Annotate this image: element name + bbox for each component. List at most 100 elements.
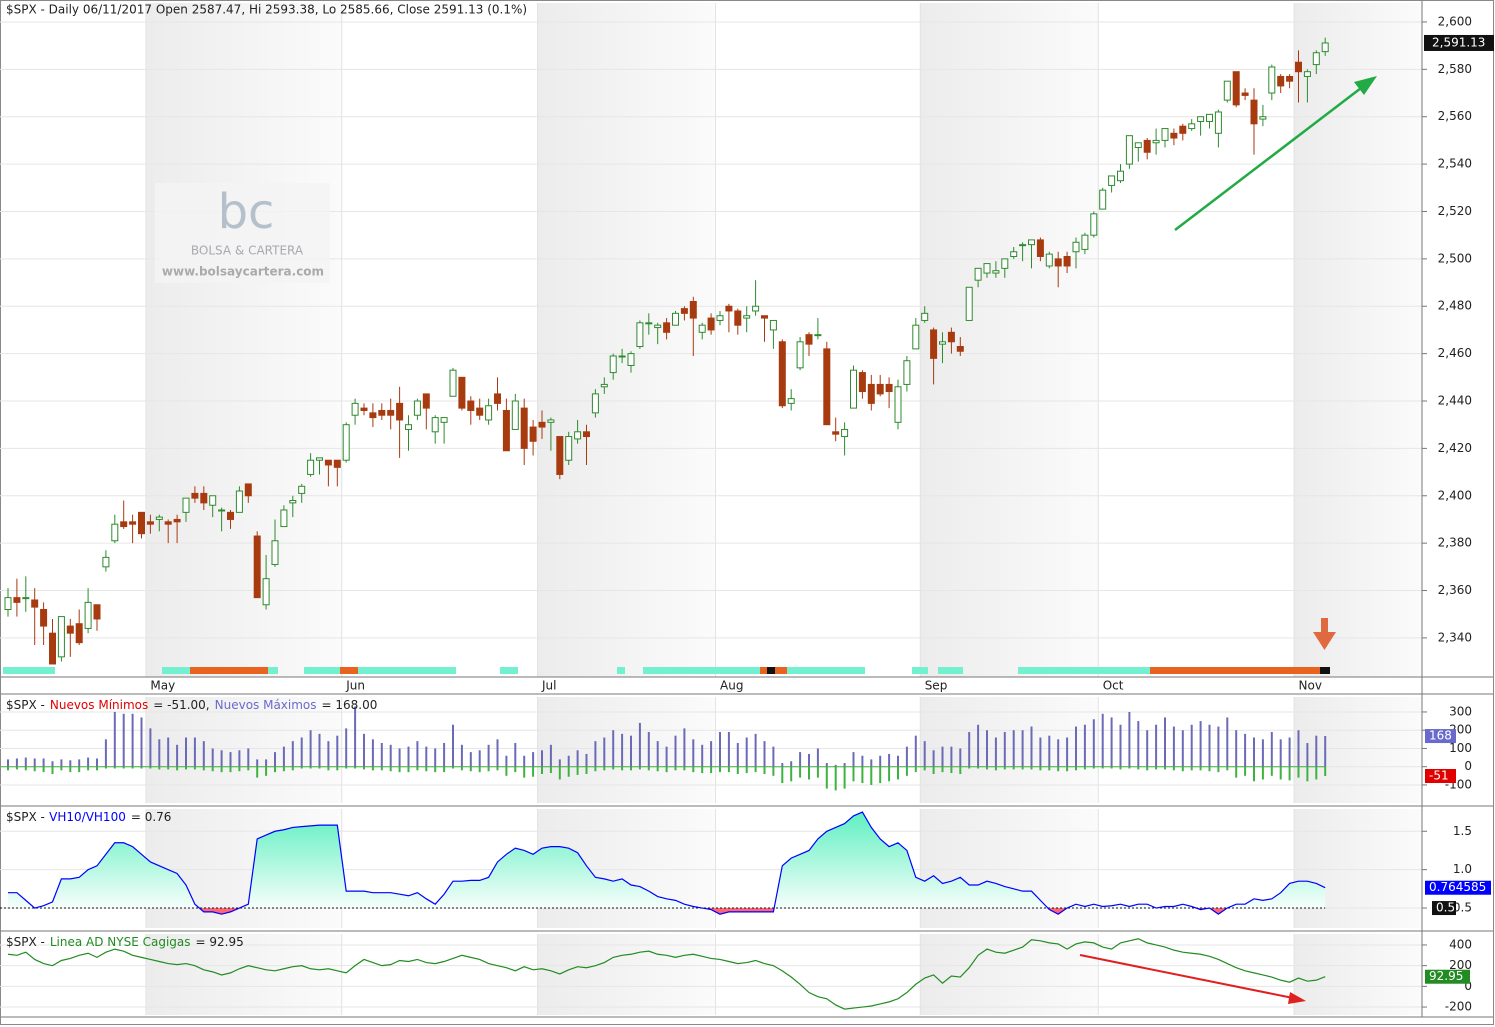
watermark: bc BOLSA & CARTERA www.bolsaycartera.com [155, 183, 330, 283]
candle-body [1188, 123, 1196, 130]
candle-body [583, 431, 590, 438]
value-badge [1425, 729, 1456, 744]
candle-body [672, 312, 679, 326]
candle-body [627, 353, 635, 366]
candle-body [734, 310, 742, 326]
x-tick-label: Oct [1103, 679, 1124, 693]
candle-body [200, 492, 208, 504]
candle-body [253, 535, 261, 599]
candle-body [538, 421, 546, 428]
y-tick-label: 1.5 [1453, 824, 1472, 838]
candle-body [992, 270, 1000, 274]
last-price-label: 2,591.13 [1432, 35, 1485, 49]
candle-body [476, 407, 484, 416]
candle-body [1090, 213, 1098, 236]
candle-body [850, 369, 857, 409]
candle-body [1268, 66, 1276, 94]
candle-body [164, 521, 172, 525]
x-tick-label: Sep [925, 679, 948, 693]
candle-body [324, 459, 332, 466]
legend-name: Linea AD NYSE Cagigas [50, 935, 191, 949]
y-tick-label: 2,500 [1438, 251, 1472, 265]
candle-body [431, 417, 439, 433]
candle-body [1010, 251, 1018, 257]
candle-body [556, 436, 564, 475]
candle-body [707, 317, 715, 331]
candle-body [974, 267, 982, 281]
y-tick-label: 2,360 [1438, 583, 1472, 597]
candle-body [235, 490, 243, 513]
candle-body [547, 419, 555, 423]
value-badge [1425, 969, 1470, 984]
candle-body [31, 599, 39, 608]
y-tick-label: 2,440 [1438, 394, 1472, 408]
candle-body [814, 334, 822, 337]
candle-body [600, 383, 608, 388]
candle-body [307, 459, 315, 475]
candle-body [618, 355, 626, 358]
value-badge [1425, 880, 1491, 895]
candle-body [698, 324, 706, 333]
candle-body [1223, 80, 1231, 101]
value-badge [1425, 768, 1456, 783]
last-price-badge [1424, 34, 1494, 51]
candle-body [805, 334, 813, 345]
candle-body [84, 601, 92, 629]
candle-body [75, 623, 83, 644]
y-tick-label: 2,560 [1438, 109, 1472, 123]
candle-body [298, 485, 306, 494]
annotations [1079, 76, 1377, 1004]
y-tick-label: 100 [1449, 741, 1472, 755]
logo-url: www.bolsaycartera.com [162, 265, 324, 279]
candle-body [218, 509, 226, 512]
candle-body [930, 329, 938, 359]
y-tick-label: 2,520 [1438, 204, 1472, 218]
candle-body [467, 400, 475, 411]
y-tick-label: 2,340 [1438, 630, 1472, 644]
month-band [537, 697, 716, 803]
candle-body [102, 556, 110, 568]
candle-body [663, 322, 671, 333]
candle-body [939, 341, 946, 345]
candle-body [93, 604, 101, 620]
candle-body [1286, 75, 1294, 82]
month-band [1294, 697, 1422, 803]
candle-body [778, 341, 786, 407]
candle-body [654, 324, 662, 329]
candle-body [387, 409, 395, 416]
legend-value: = 0.76 [131, 810, 172, 824]
candle-body [529, 426, 537, 442]
candle-body [743, 315, 751, 319]
y-tick-label: 200 [1449, 958, 1472, 972]
candle-body [823, 348, 831, 426]
y-tick-label: 0 [1464, 979, 1472, 993]
candle-body [1125, 135, 1133, 165]
candle-body [13, 597, 21, 603]
candle-body [111, 523, 119, 542]
legend-name: Nuevos Mínimos [50, 698, 148, 712]
y-tick-label: 2,600 [1438, 14, 1472, 28]
candle-body [1295, 61, 1302, 73]
candle-body [841, 428, 849, 438]
line [8, 811, 1326, 915]
candle-body [57, 616, 65, 658]
candle-body [1054, 258, 1062, 267]
candle-body [796, 341, 804, 369]
candle-body [645, 322, 653, 325]
candle-body [769, 319, 777, 331]
candle-body [1321, 42, 1329, 53]
candle-body [1134, 142, 1142, 149]
candle-body [182, 497, 190, 513]
value-badge-label: 168 [1429, 729, 1452, 743]
candle-body [1143, 139, 1151, 153]
month-band [145, 697, 342, 803]
legend-value: = -51.00, [153, 698, 209, 712]
candle-body [1259, 116, 1267, 120]
candle-body [4, 597, 12, 610]
y-tick-label: 300 [1449, 704, 1472, 718]
candle-body [787, 398, 795, 404]
candle-body [1152, 139, 1160, 144]
x-tick-label: May [150, 679, 175, 693]
candle-body [485, 405, 493, 421]
